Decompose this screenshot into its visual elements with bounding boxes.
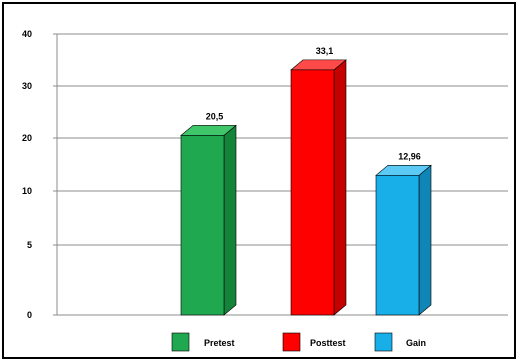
- data-labels: 20,5 33,1 12,96: [206, 46, 421, 161]
- legend-label: Gain: [406, 338, 426, 348]
- y-tick-label: 10: [22, 186, 32, 196]
- legend: Pretest Posttest Gain: [171, 332, 426, 352]
- y-tick-label: 40: [22, 29, 32, 39]
- y-tick-label: 30: [22, 81, 32, 91]
- bar-posttest: [290, 59, 347, 316]
- legend-item-posttest: Posttest: [282, 332, 346, 352]
- bar-side: [418, 164, 432, 316]
- legend-swatch: [374, 332, 393, 352]
- y-tick-label: 20: [22, 133, 32, 143]
- grid-lines: [53, 33, 508, 316]
- bar-pretest: [180, 124, 237, 316]
- legend-swatch: [282, 332, 301, 352]
- bar-side: [333, 59, 347, 316]
- bar-gain: [375, 164, 432, 316]
- bar-front: [180, 135, 225, 316]
- legend-label: Pretest: [204, 338, 235, 348]
- y-axis-ticks: 0 5 10 20 30 40: [22, 29, 32, 320]
- bar-front: [375, 175, 420, 316]
- legend-item-pretest: Pretest: [171, 332, 235, 352]
- bar-side: [223, 124, 237, 316]
- legend-item-gain: Gain: [374, 332, 426, 352]
- y-tick-label: 0: [27, 310, 32, 320]
- y-tick-label: 5: [27, 240, 32, 250]
- data-label: 33,1: [316, 46, 334, 56]
- legend-label: Posttest: [310, 338, 346, 348]
- data-label: 20,5: [206, 111, 224, 121]
- legend-swatch: [171, 332, 190, 352]
- data-label: 12,96: [398, 151, 421, 161]
- bars: [180, 59, 432, 316]
- bar-front: [290, 69, 335, 316]
